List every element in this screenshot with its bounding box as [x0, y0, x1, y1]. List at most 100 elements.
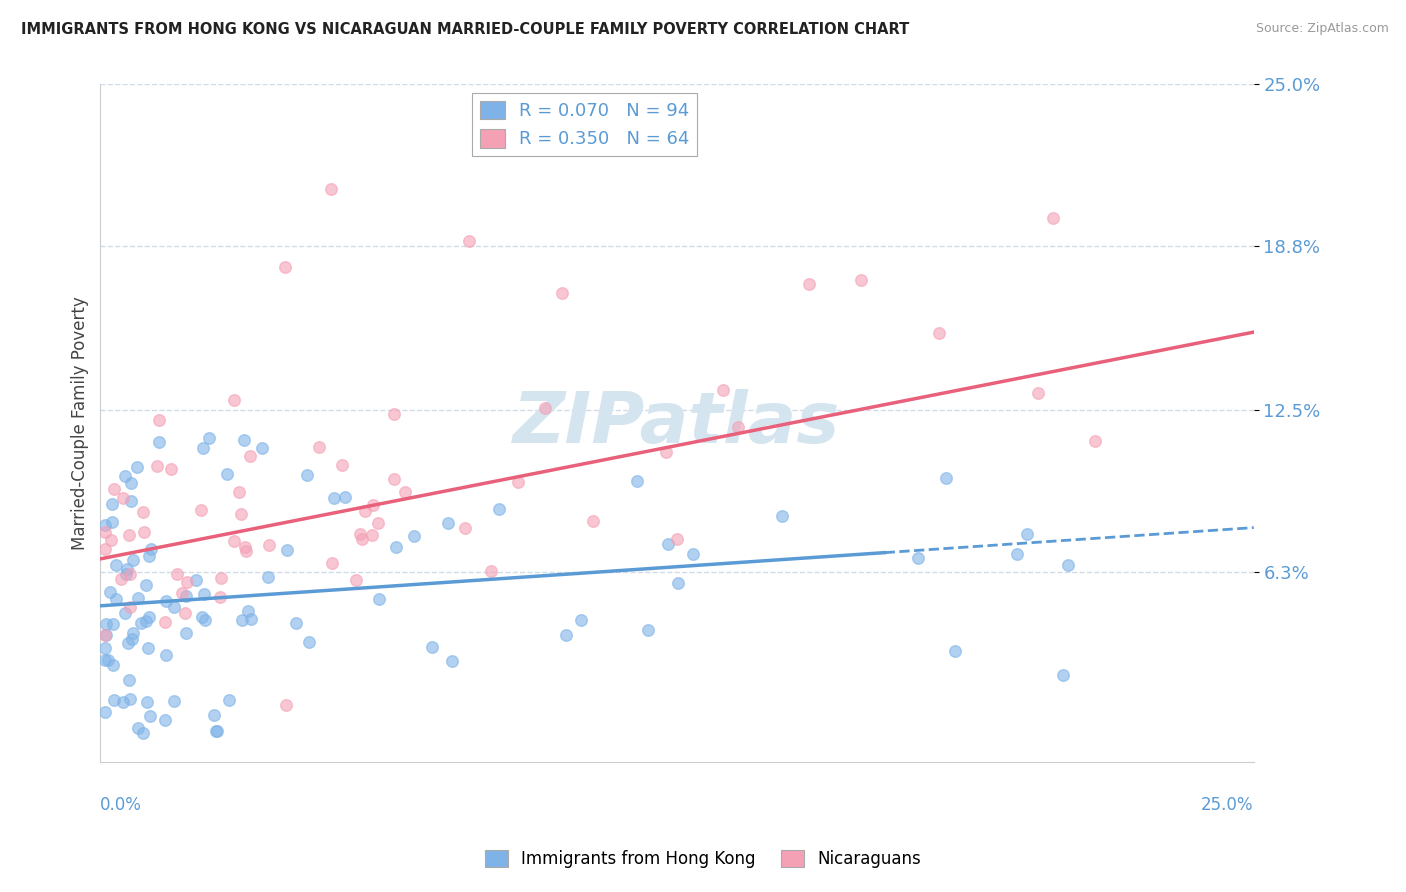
Text: 25.0%: 25.0% — [1201, 796, 1254, 814]
Text: 0.0%: 0.0% — [100, 796, 142, 814]
Point — [333, 490, 356, 504]
Point — [94, 627, 117, 641]
Point — [111, 491, 134, 505]
Point — [94, 518, 117, 533]
Point — [458, 234, 481, 248]
Point — [360, 527, 382, 541]
Point — [94, 617, 117, 632]
Point — [257, 570, 280, 584]
Point — [534, 401, 557, 415]
Point — [209, 591, 232, 605]
Point — [155, 594, 177, 608]
Point — [127, 722, 149, 736]
Point — [295, 468, 318, 483]
Point — [217, 467, 239, 482]
Point — [138, 549, 160, 563]
Point — [666, 576, 689, 591]
Point — [319, 182, 342, 196]
Point — [166, 567, 188, 582]
Point — [235, 543, 257, 558]
Point — [637, 624, 659, 638]
Point — [136, 695, 159, 709]
Point — [361, 498, 384, 512]
Point — [274, 260, 297, 274]
Point — [174, 589, 197, 603]
Point — [218, 693, 240, 707]
Point — [555, 628, 578, 642]
Point — [131, 505, 153, 519]
Text: Source: ZipAtlas.com: Source: ZipAtlas.com — [1256, 22, 1389, 36]
Point — [104, 558, 127, 573]
Point — [727, 420, 749, 434]
Point — [94, 628, 117, 642]
Point — [654, 445, 676, 459]
Point — [382, 472, 405, 486]
Point — [94, 705, 117, 719]
Point — [155, 615, 177, 630]
Point — [229, 507, 252, 521]
Point — [233, 540, 256, 554]
Point — [190, 503, 212, 517]
Point — [481, 564, 503, 578]
Point — [103, 693, 125, 707]
Point — [110, 572, 132, 586]
Point — [122, 553, 145, 567]
Point — [308, 441, 330, 455]
Point — [121, 632, 143, 647]
Point — [239, 449, 262, 463]
Point — [94, 524, 117, 539]
Point — [173, 607, 195, 621]
Point — [907, 551, 929, 566]
Point — [114, 468, 136, 483]
Point — [551, 285, 574, 300]
Point — [236, 604, 259, 618]
Point — [382, 408, 405, 422]
Point — [170, 585, 193, 599]
Point — [163, 600, 186, 615]
Point — [153, 713, 176, 727]
Point — [943, 644, 966, 658]
Point — [666, 532, 689, 546]
Point — [274, 698, 297, 712]
Point — [191, 610, 214, 624]
Point — [174, 626, 197, 640]
Point — [344, 573, 367, 587]
Text: IMMIGRANTS FROM HONG KONG VS NICARAGUAN MARRIED-COUPLE FAMILY POVERTY CORRELATIO: IMMIGRANTS FROM HONG KONG VS NICARAGUAN … — [21, 22, 910, 37]
Point — [233, 433, 256, 447]
Point — [437, 516, 460, 530]
Point — [122, 625, 145, 640]
Point — [94, 653, 117, 667]
Point — [1057, 558, 1080, 573]
Point — [120, 600, 142, 615]
Point — [849, 272, 872, 286]
Point — [118, 528, 141, 542]
Point — [298, 635, 321, 649]
Point — [94, 641, 117, 656]
Point — [132, 524, 155, 539]
Legend: R = 0.070   N = 94, R = 0.350   N = 64: R = 0.070 N = 94, R = 0.350 N = 64 — [472, 94, 697, 155]
Point — [1084, 434, 1107, 449]
Point — [1017, 526, 1039, 541]
Point — [928, 326, 950, 340]
Point — [103, 482, 125, 496]
Point — [118, 673, 141, 687]
Point — [713, 383, 735, 397]
Point — [125, 460, 148, 475]
Point — [770, 509, 793, 524]
Point — [148, 434, 170, 449]
Point — [394, 485, 416, 500]
Point — [582, 515, 605, 529]
Point — [222, 534, 245, 549]
Point — [349, 527, 371, 541]
Point — [135, 614, 157, 628]
Point — [209, 571, 232, 585]
Point — [276, 543, 298, 558]
Point — [184, 574, 207, 588]
Point — [231, 613, 253, 627]
Point — [385, 541, 408, 555]
Point — [222, 393, 245, 408]
Point — [257, 538, 280, 552]
Point — [285, 615, 308, 630]
Legend: Immigrants from Hong Kong, Nicaraguans: Immigrants from Hong Kong, Nicaraguans — [478, 843, 928, 875]
Point — [176, 575, 198, 590]
